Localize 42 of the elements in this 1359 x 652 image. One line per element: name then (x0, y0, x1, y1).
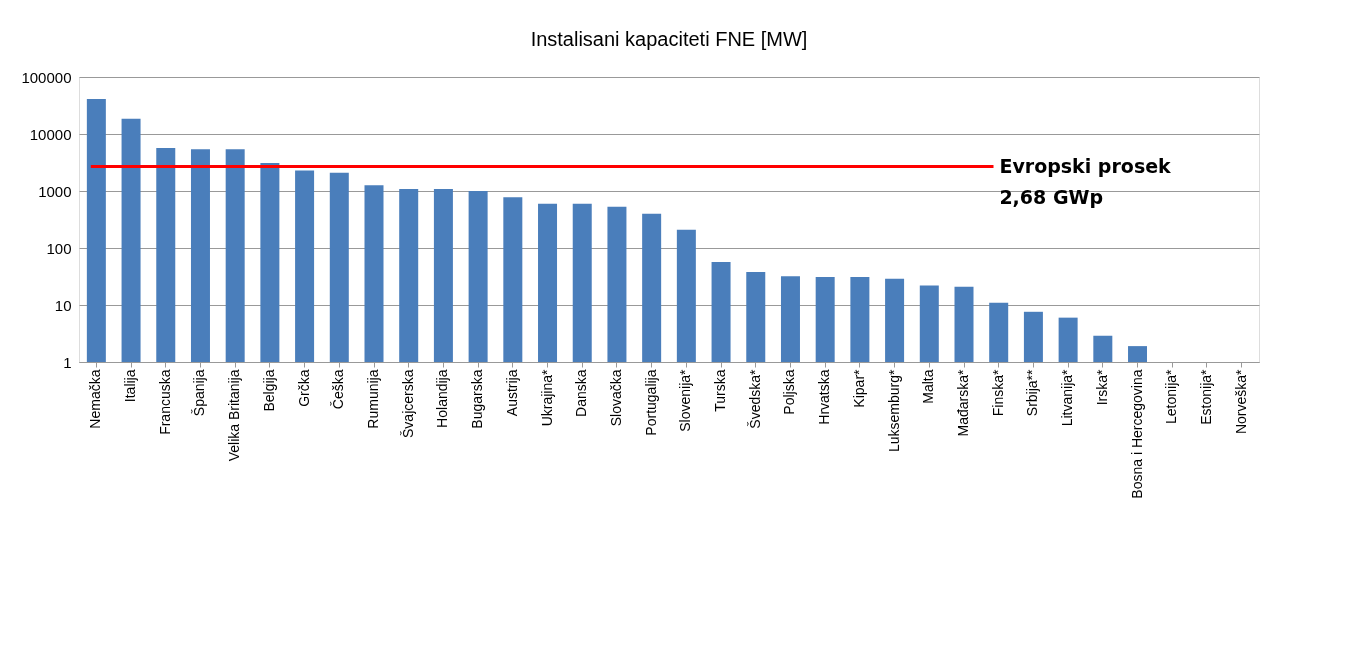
x-tick-label: Ukrajina* (538, 368, 555, 427)
x-tick-label: Srbija** (1024, 368, 1041, 417)
y-tick-label: 100 (46, 239, 72, 257)
x-tick-label: Kipar* (850, 368, 867, 408)
chart-title: Instalisani kapaciteti FNE [MW] (530, 28, 808, 50)
x-tick-label: Norveška* (1232, 368, 1249, 435)
x-tick-label: Litvanija* (1059, 368, 1076, 427)
x-tick-label: Španija (191, 369, 208, 417)
x-tick-label: Hrvatska (816, 369, 833, 425)
x-tick-label: Portugalija (642, 369, 659, 436)
x-tick-label: Letonija* (1163, 368, 1180, 424)
x-tick-label: Bosna i Hercegovina (1128, 369, 1145, 499)
x-tick-label: Češka (330, 369, 347, 410)
y-tick-label: 100000 (21, 68, 72, 86)
x-tick-label: Finska* (989, 368, 1006, 417)
x-tick-label: Estonija* (1197, 368, 1214, 425)
x-tick-label: Belgija (260, 369, 277, 412)
x-tick-label: Velika Britanija (226, 369, 243, 462)
y-tick-label: 1 (63, 353, 72, 371)
x-tick-label: Mađarska* (955, 368, 971, 437)
x-tick-label: Luksemburg* (885, 368, 902, 452)
x-tick-label: Holandija (434, 369, 451, 428)
x-tick-label: Turska (712, 369, 729, 412)
x-tick-label: Malta (920, 369, 937, 404)
x-tick-label: Slovačka (607, 369, 624, 427)
x-tick-label: Francuska (156, 369, 173, 435)
x-tick-label: Slovenija* (677, 368, 694, 432)
x-tick-label: Švedska* (746, 368, 763, 429)
y-tick-label: 10000 (29, 125, 72, 143)
y-tick-label: 1000 (38, 182, 72, 200)
ref-line-label: Evropski prosek 2,68 GWp (999, 154, 1172, 208)
x-tick-label: Irska* (1093, 368, 1110, 406)
x-tick-label: Austrija (503, 369, 520, 417)
x-tick-label: Italija (122, 369, 139, 403)
x-tick-label: Bugarska (469, 369, 486, 429)
x-tick-label: Švajcerska (399, 369, 416, 438)
x-tick-label: Nemačka (87, 369, 104, 429)
x-tick-label: Rumunija (365, 369, 381, 429)
y-tick-label: 10 (54, 296, 72, 314)
x-tick-label: Grčka (295, 369, 312, 407)
x-tick-label: Danska (573, 369, 590, 417)
x-tick-label: Poljska (781, 369, 798, 415)
